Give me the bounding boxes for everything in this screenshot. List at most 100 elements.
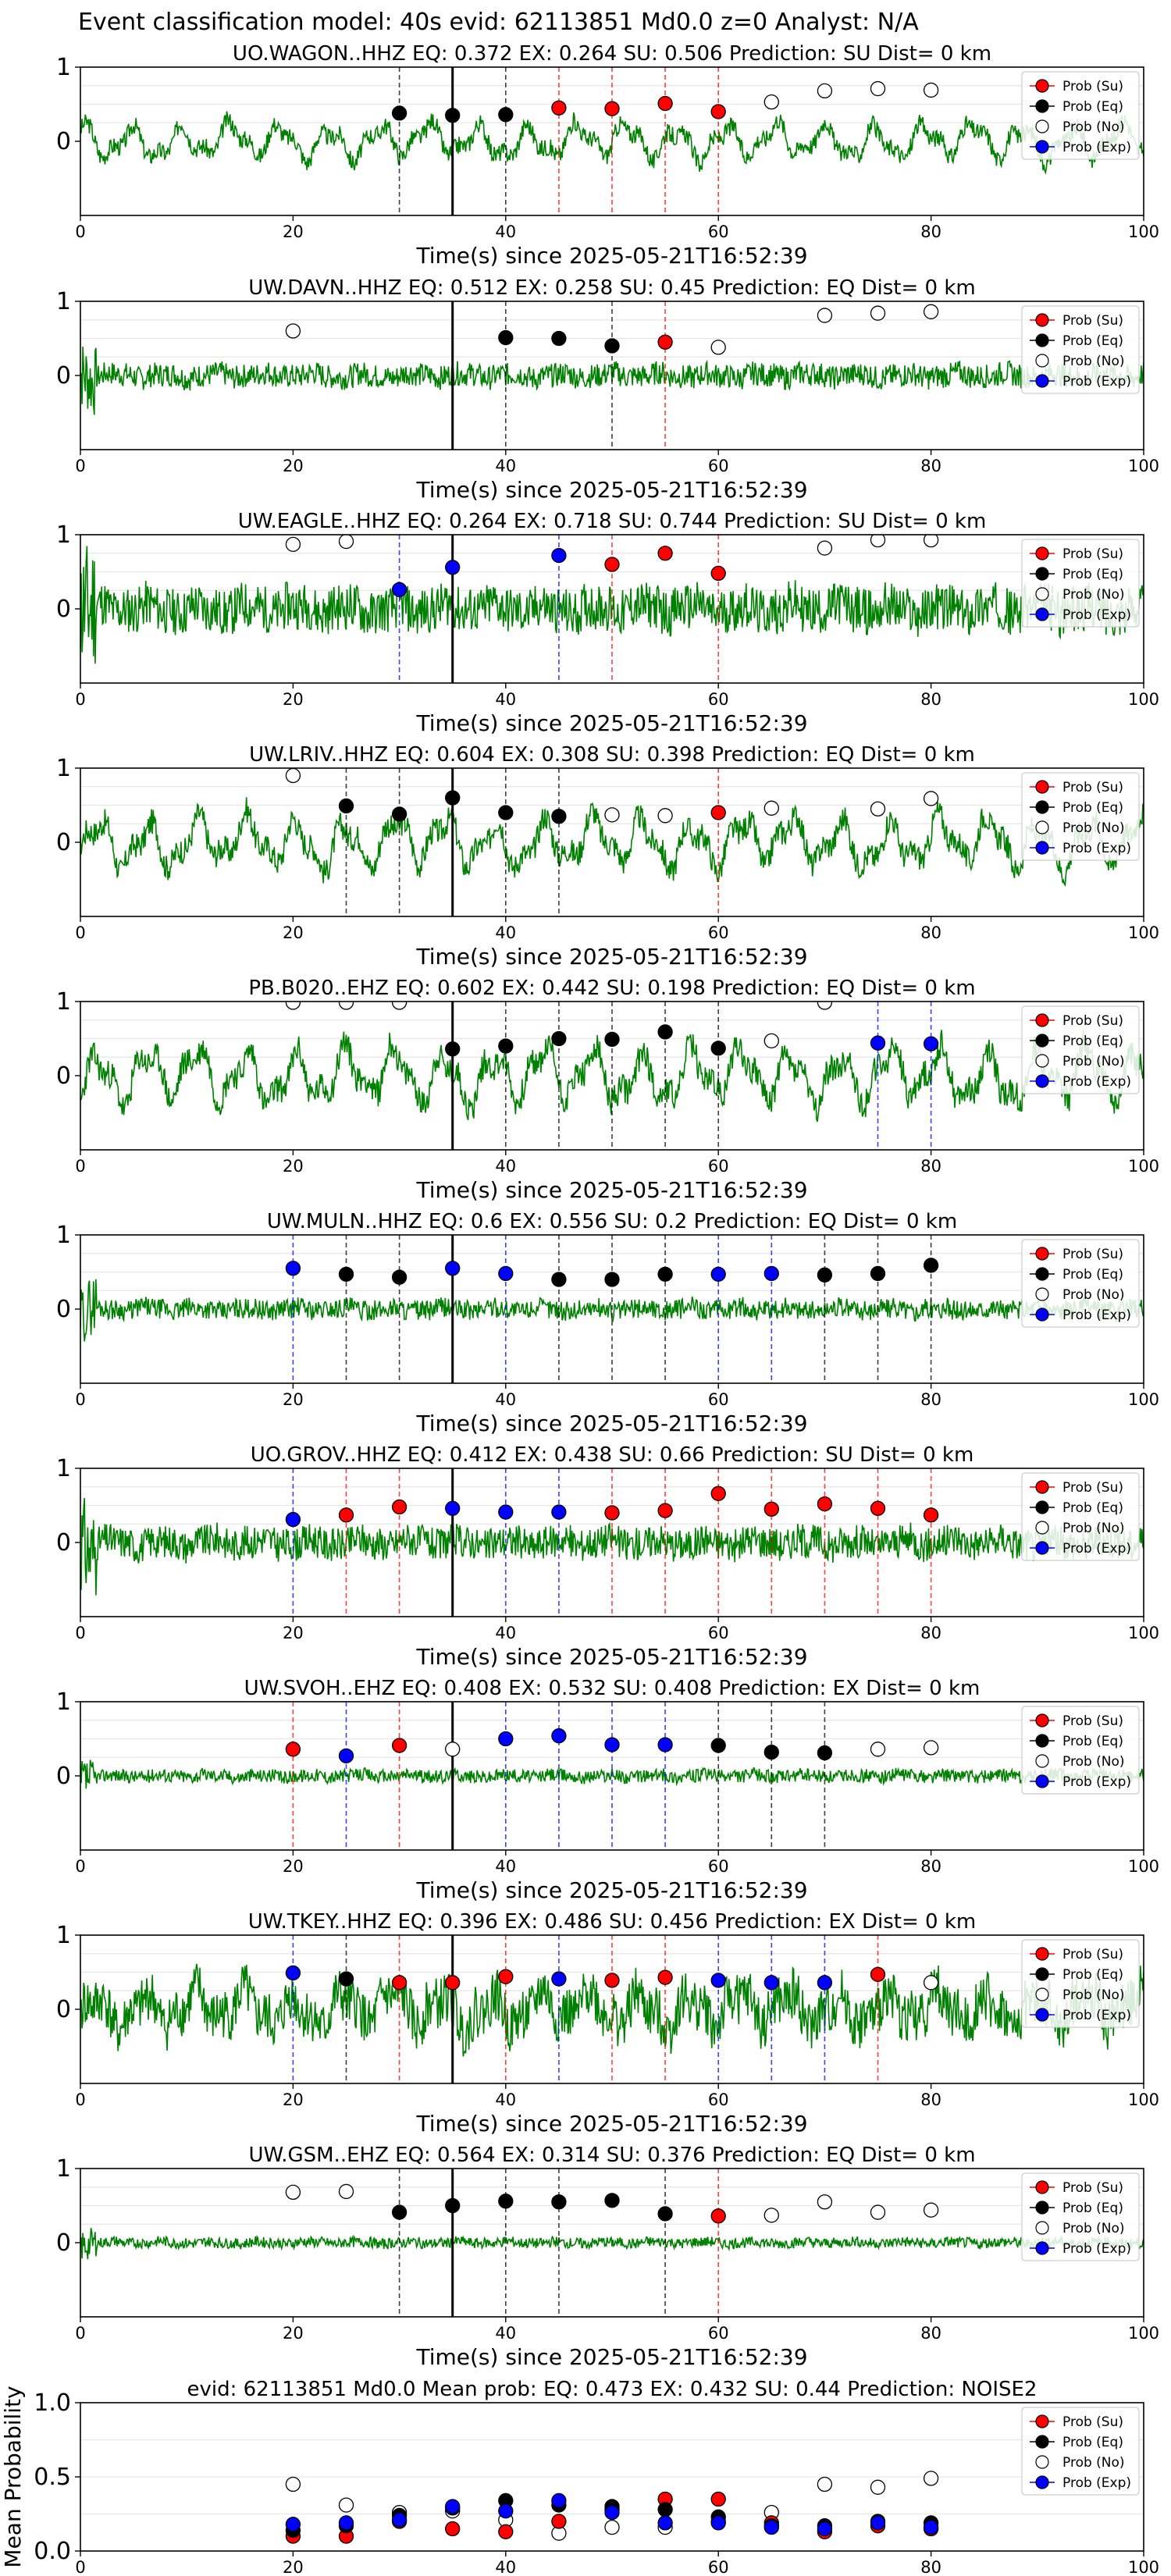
prob-point-su [604, 1973, 620, 1988]
y-tick-label: 0 [56, 1296, 71, 1323]
panel-title: UW.TKEY..HHZ EQ: 0.396 EX: 0.486 SU: 0.4… [248, 1910, 976, 1934]
prob-point-no [870, 535, 886, 548]
y-tick-label: 0.5 [34, 2464, 71, 2491]
x-tick-label: 0 [75, 1624, 85, 1642]
prob-point-no [870, 305, 886, 321]
x-tick-label: 20 [283, 457, 304, 475]
prob-point-su [604, 557, 620, 572]
prob-point-su [710, 104, 726, 119]
x-axis-label: Time(s) since 2025-05-21T16:52:39 [415, 477, 807, 503]
y-tick-label: 0 [56, 1996, 71, 2023]
y-tick-label: 0 [56, 596, 71, 623]
prob-point-no [870, 801, 886, 817]
x-tick-label: 0 [75, 2324, 85, 2343]
legend: Prob (Su) Prob (Eq) Prob (No) Prob (Exp) [1021, 2172, 1140, 2261]
prob-point-exp [338, 1748, 354, 1764]
legend-marker-su [1035, 2414, 1049, 2428]
legend-marker-exp [1035, 1074, 1049, 1088]
x-tick-label: 100 [1128, 1157, 1159, 1176]
figure-suptitle: Event classification model: 40s evid: 62… [78, 9, 919, 36]
prob-point-eq [445, 790, 461, 806]
prob-point-su [391, 1738, 408, 1753]
legend-marker-su [1035, 1480, 1049, 1494]
legend-label-su: Prob (Su) [1062, 79, 1123, 94]
legend-marker-su [1035, 1947, 1049, 1961]
legend-marker-eq [1035, 333, 1049, 347]
prob-point-eq [498, 329, 514, 346]
legend: Prob (Su) Prob (Eq) Prob (No) Prob (Exp) [1021, 1939, 1140, 2028]
legend-label-eq: Prob (Eq) [1062, 99, 1123, 115]
legend-marker-eq [1035, 1034, 1049, 1048]
legend-box [1021, 772, 1140, 861]
legend-label-su: Prob (Su) [1062, 313, 1123, 329]
x-tick-label: 100 [1128, 222, 1159, 241]
legend-label-exp: Prob (Exp) [1062, 374, 1131, 390]
prob-point-eq [817, 1267, 833, 1283]
legend-marker-exp [1035, 1541, 1049, 1555]
prob-point-no [870, 2479, 886, 2495]
legend-label-su: Prob (Su) [1062, 780, 1123, 795]
x-tick-label: 40 [495, 923, 516, 942]
legend-marker-eq [1035, 800, 1049, 814]
legend-marker-no [1035, 1287, 1049, 1301]
x-tick-label: 20 [283, 1624, 304, 1642]
prob-point-no [657, 808, 673, 824]
legend-marker-eq [1035, 1734, 1049, 1748]
prob-point-eq [604, 2193, 620, 2208]
prob-point-exp [870, 2515, 886, 2531]
legend-marker-no [1035, 1521, 1049, 1535]
y-axis-label: Mean Probability [0, 2386, 26, 2567]
legend-label-eq: Prob (Eq) [1062, 1500, 1123, 1516]
prob-point-exp [498, 1504, 514, 1520]
x-tick-label: 40 [495, 457, 516, 475]
prob-point-no [285, 768, 301, 784]
prob-point-exp [285, 2517, 301, 2532]
legend-marker-no [1035, 587, 1049, 601]
legend-marker-eq [1035, 99, 1049, 113]
x-tick-label: 0 [75, 222, 85, 241]
legend-box [1021, 1239, 1140, 1328]
seismic-waveform [80, 1497, 1144, 1596]
legend-label-eq: Prob (Eq) [1062, 1034, 1123, 1049]
legend-label-exp: Prob (Exp) [1062, 607, 1131, 623]
panel-5: PB.B020..EHZ EQ: 0.602 EX: 0.442 SU: 0.1… [56, 977, 1159, 1203]
seismic-waveform [80, 2228, 1144, 2260]
prob-point-su [710, 2491, 726, 2507]
legend: Prob (Su) Prob (Eq) Prob (No) Prob (Exp) [1021, 305, 1140, 394]
x-tick-label: 20 [283, 222, 304, 241]
legend-label-no: Prob (No) [1062, 587, 1125, 603]
prob-point-exp [285, 1511, 301, 1528]
legend-label-eq: Prob (Eq) [1062, 1267, 1123, 1283]
legend-marker-exp [1035, 1774, 1049, 1788]
y-tick-label: 1 [56, 988, 71, 1016]
prob-point-exp [551, 1504, 567, 1520]
prob-point-su [657, 95, 673, 112]
x-axis-label: Time(s) since 2025-05-21T16:52:39 [415, 1644, 807, 1670]
x-tick-label: 0 [75, 923, 85, 942]
prob-point-su [763, 1501, 779, 1517]
prob-point-exp [445, 560, 461, 575]
panel-2: UW.DAVN..HHZ EQ: 0.512 EX: 0.258 SU: 0.4… [56, 276, 1159, 503]
x-tick-label: 100 [1128, 2558, 1159, 2576]
prob-point-eq [604, 338, 620, 354]
prob-point-exp [923, 2519, 939, 2535]
panel-9: UW.TKEY..HHZ EQ: 0.396 EX: 0.486 SU: 0.4… [56, 1910, 1159, 2137]
panel-4: UW.LRIV..HHZ EQ: 0.604 EX: 0.308 SU: 0.3… [56, 743, 1159, 970]
prob-point-no [870, 1742, 886, 1757]
prob-point-exp [870, 1035, 886, 1051]
prob-point-eq [763, 1744, 779, 1760]
y-tick-label: 0.0 [34, 2538, 71, 2565]
panel-title: UW.DAVN..HHZ EQ: 0.512 EX: 0.258 SU: 0.4… [248, 276, 976, 300]
prob-point-exp [710, 2515, 726, 2531]
legend-label-no: Prob (No) [1062, 1521, 1125, 1536]
x-tick-label: 100 [1128, 2090, 1159, 2109]
prob-point-exp [817, 2521, 833, 2537]
y-tick-label: 1 [56, 1688, 71, 1716]
prob-point-no [338, 2183, 354, 2200]
legend: Prob (Su) Prob (Eq) Prob (No) Prob (Exp) [1021, 1005, 1140, 1094]
prob-point-no [923, 535, 939, 548]
panel-title: UW.SVOH..EHZ EQ: 0.408 EX: 0.532 SU: 0.4… [244, 1677, 981, 1700]
prob-point-su [551, 100, 567, 116]
x-axis-label: Time(s) since 2025-05-21T16:52:39 [415, 2111, 807, 2137]
